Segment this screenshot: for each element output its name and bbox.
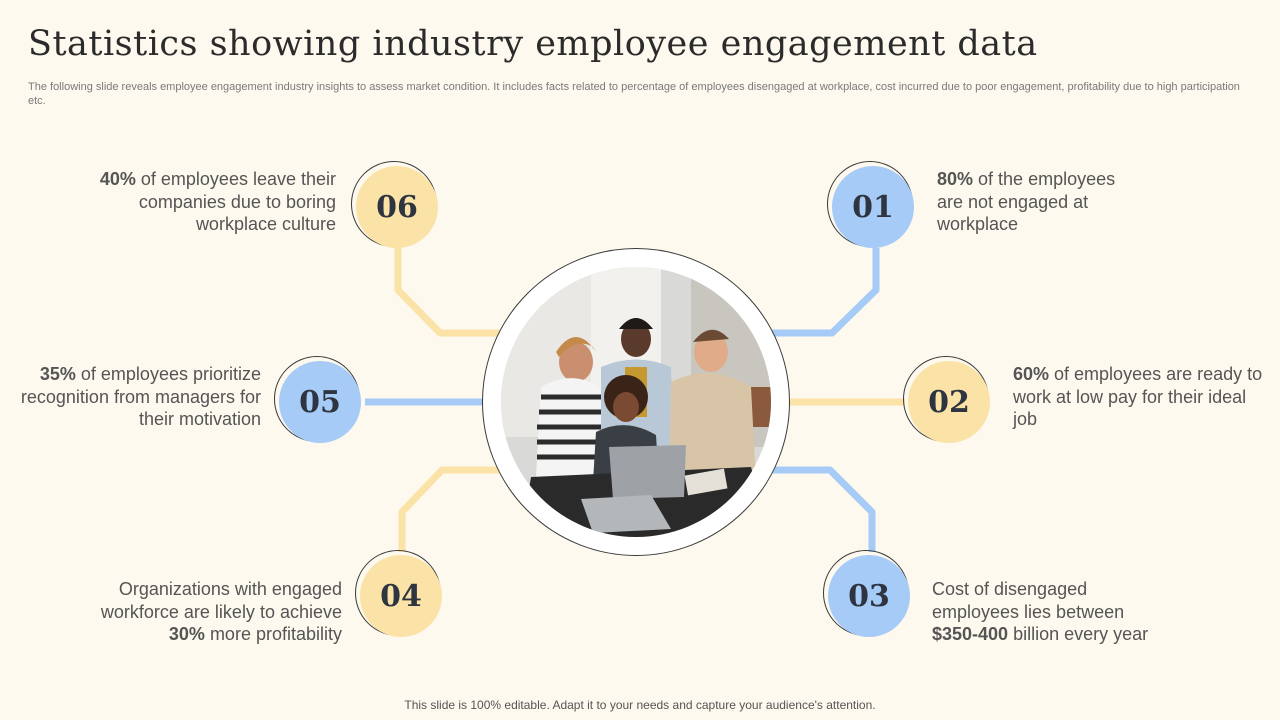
badge-01-number: 01 [832,166,914,248]
stat-02-text: of employees are ready to work at low pa… [1013,364,1263,429]
connector-01 [772,248,880,337]
stat-06-text: of employees leave their companies due t… [135,169,336,234]
connector-06 [394,248,500,337]
team-illustration [501,267,771,537]
stat-03-lead: Cost of disengaged employees lies betwee… [932,579,1125,622]
badge-05-number: 05 [279,361,361,443]
stat-04-lead: Organizations with engaged workforce are… [100,579,342,622]
badge-03-number: 03 [828,555,910,637]
stat-05: 35% of employees prioritize recognition … [15,363,261,431]
badge-01: 01 [827,161,914,248]
stat-01: 80% of the employees are not engaged at … [937,168,1137,236]
stat-03: Cost of disengaged employees lies betwee… [932,578,1172,646]
page-subtitle: The following slide reveals employee eng… [28,81,1240,107]
stat-05-highlight: 35% [39,364,76,384]
team-photo-frame [482,248,790,556]
stat-03-text: billion every year [1008,624,1149,644]
badge-02-number: 02 [908,361,990,443]
stat-02: 60% of employees are ready to work at lo… [1013,363,1263,431]
badge-05: 05 [274,356,361,443]
connector-04 [398,466,500,552]
stat-06: 40% of employees leave their companies d… [66,168,336,236]
stat-04-text: more profitability [204,624,342,644]
page-title: Statistics showing industry employee eng… [28,24,1038,64]
badge-06-number: 06 [356,166,438,248]
stat-04-highlight: 30% [168,624,205,644]
badge-02: 02 [903,356,990,443]
connector-03 [772,466,876,552]
stat-01-text: of the employees are not engaged at work… [937,169,1116,234]
footer-note: This slide is 100% editable. Adapt it to… [404,698,876,712]
badge-04-number: 04 [360,555,442,637]
stat-03-highlight: $350-400 [932,624,1009,644]
badge-04: 04 [355,550,442,637]
stat-01-highlight: 80% [937,169,974,189]
team-photo [501,267,771,537]
stat-05-text: of employees prioritize recognition from… [20,364,261,429]
stat-06-highlight: 40% [99,169,136,189]
badge-06: 06 [351,161,438,248]
stat-04: Organizations with engaged workforce are… [76,578,342,646]
badge-03: 03 [823,550,910,637]
stat-02-highlight: 60% [1013,364,1050,384]
